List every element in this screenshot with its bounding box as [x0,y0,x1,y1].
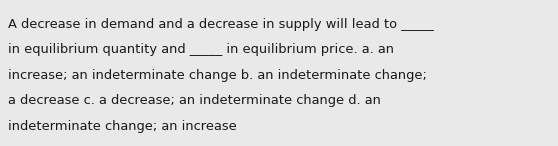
Text: increase; an indeterminate change b. an indeterminate change;: increase; an indeterminate change b. an … [8,69,427,82]
Text: A decrease in demand and a decrease in supply will lead to _____: A decrease in demand and a decrease in s… [8,18,434,31]
Text: a decrease c. a decrease; an indeterminate change d. an: a decrease c. a decrease; an indetermina… [8,94,381,107]
Text: indeterminate change; an increase: indeterminate change; an increase [8,120,237,133]
Text: in equilibrium quantity and _____ in equilibrium price. a. an: in equilibrium quantity and _____ in equ… [8,43,395,56]
